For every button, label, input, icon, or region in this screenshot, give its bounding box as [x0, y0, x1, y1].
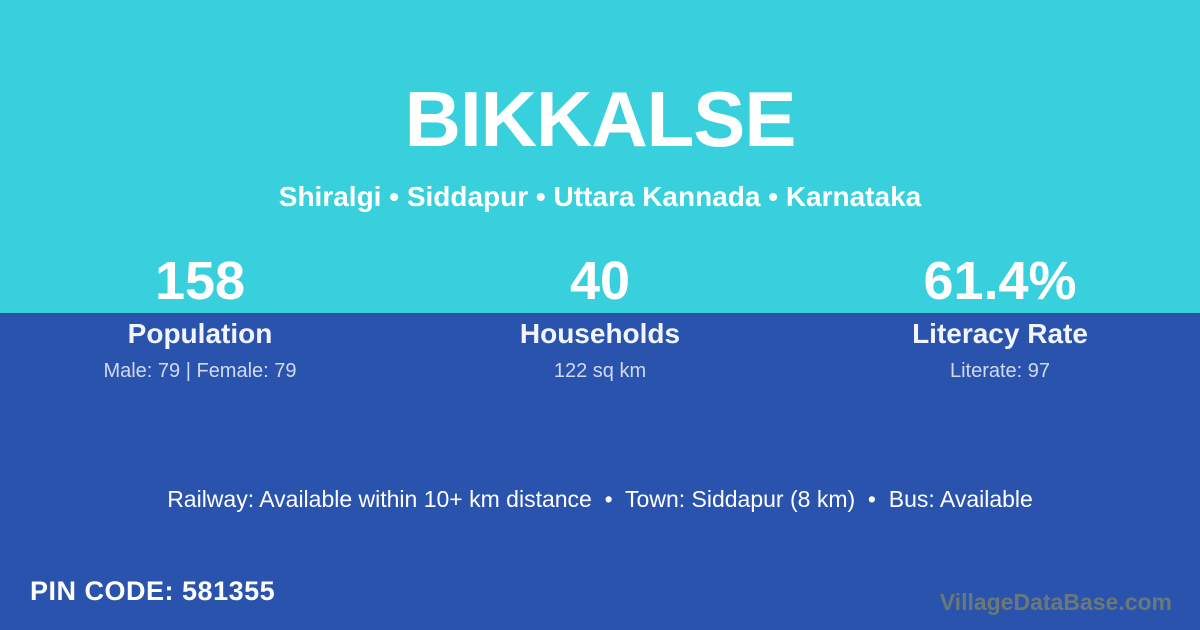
literacy-value: 61.4% [923, 251, 1077, 311]
population-label: Population [127, 318, 273, 349]
stats-row: 158 Population Male: 79 | Female: 79 40 … [0, 249, 1200, 383]
literate-count: Literate: 97 [949, 360, 1051, 382]
pin-code-value: 581355 [182, 576, 276, 606]
pin-code-label: PIN CODE: [30, 576, 175, 606]
amenities-line: Railway: Available within 10+ km distanc… [167, 486, 1033, 512]
population-value: 158 [154, 251, 246, 311]
literacy-label: Literacy Rate [912, 318, 1088, 349]
location-breadcrumb: Shiralgi • Siddapur • Uttara Kannada • K… [278, 181, 922, 212]
stat-population: 158 Population Male: 79 | Female: 79 [0, 249, 400, 383]
area-value: 122 sq km [553, 360, 647, 382]
households-value: 40 [569, 251, 631, 311]
header-band [0, 0, 1200, 313]
stat-literacy: 61.4% Literacy Rate Literate: 97 [800, 249, 1200, 383]
population-breakdown: Male: 79 | Female: 79 [103, 360, 297, 382]
village-name-title: BIKKALSE [404, 75, 797, 163]
stat-households: 40 Households 122 sq km [400, 249, 800, 383]
pin-code: PIN CODE: 581355 [30, 576, 275, 607]
watermark-brand: VillageDataBase.com [939, 589, 1172, 615]
households-label: Households [519, 318, 681, 349]
